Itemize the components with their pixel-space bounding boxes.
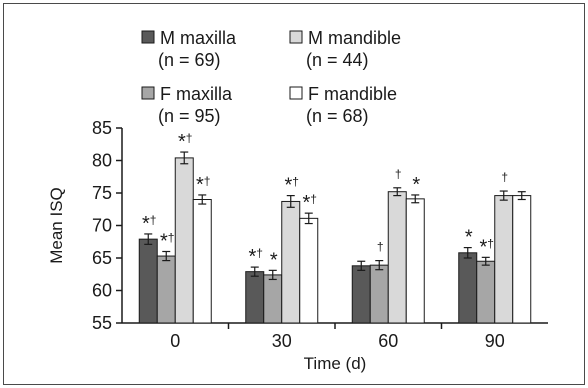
significance-marker: * [465, 227, 473, 249]
y-tick-label: 65 [92, 248, 112, 268]
x-axis-title: Time (d) [304, 354, 367, 373]
significance-marker: *† [160, 231, 174, 253]
legend-label: F mandible [308, 84, 397, 104]
y-tick-label: 85 [92, 118, 112, 138]
significance-marker: * [270, 249, 278, 271]
significance-marker: *† [480, 236, 494, 258]
legend-n-label: (n = 95) [158, 106, 221, 126]
legend-n-label: (n = 68) [306, 106, 369, 126]
bar [512, 195, 532, 324]
bar [245, 271, 265, 324]
bar [263, 274, 283, 324]
legend-swatch [141, 86, 155, 100]
legend-label: M maxilla [160, 28, 237, 48]
bar [174, 157, 194, 324]
bar [192, 199, 212, 324]
y-tick-label: 60 [92, 281, 112, 301]
significance-marker: *† [285, 175, 299, 197]
bar [351, 265, 371, 324]
significance-marker: *† [249, 246, 263, 268]
bar [387, 191, 407, 324]
x-tick-label: 90 [485, 331, 505, 351]
legend-label: M mandible [308, 28, 401, 48]
significance-marker: *† [196, 174, 210, 196]
significance-marker: † [395, 167, 402, 181]
legend-label: F maxilla [160, 84, 233, 104]
x-tick-label: 0 [170, 331, 180, 351]
significance-marker: *† [303, 192, 317, 214]
bar [458, 252, 478, 324]
legend-swatch [289, 30, 303, 44]
y-tick-label: 80 [92, 151, 112, 171]
bar [494, 195, 514, 324]
y-tick-label: 75 [92, 183, 112, 203]
y-tick-label: 70 [92, 216, 112, 236]
bar [138, 238, 158, 324]
bar [281, 200, 301, 324]
legend-n-label: (n = 44) [306, 50, 369, 70]
significance-marker: † [501, 170, 508, 184]
significance-marker: *† [178, 131, 192, 153]
bar [299, 217, 319, 324]
y-tick-label: 55 [92, 313, 112, 333]
bar [156, 255, 176, 324]
legend-swatch [289, 86, 303, 100]
significance-marker: † [377, 240, 384, 254]
bar [476, 260, 496, 324]
significance-marker: * [412, 174, 420, 196]
bar [369, 264, 389, 324]
legend-n-label: (n = 69) [158, 50, 221, 70]
significance-marker: *† [142, 213, 156, 235]
x-tick-label: 30 [272, 331, 292, 351]
y-axis-title: Mean ISQ [47, 187, 66, 264]
bar [405, 198, 425, 324]
legend-swatch [141, 30, 155, 44]
x-tick-label: 60 [378, 331, 398, 351]
